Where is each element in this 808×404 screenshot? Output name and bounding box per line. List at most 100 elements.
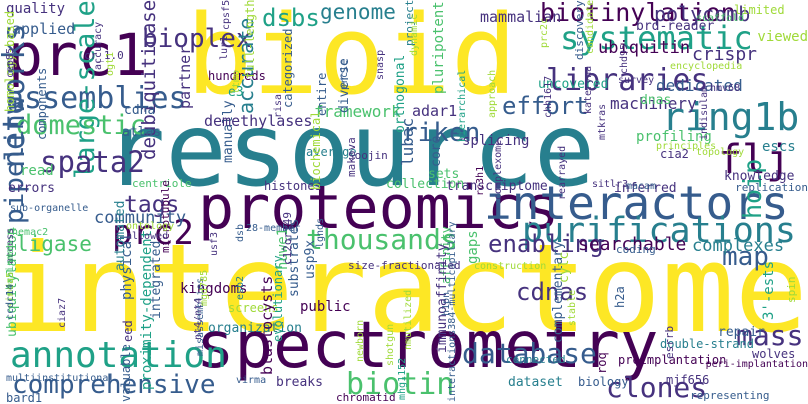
word: assemblies: [6, 81, 187, 116]
word: lur1: [219, 35, 230, 60]
word: chh1617: [543, 75, 554, 118]
word: limited: [734, 3, 785, 17]
word: knowledge: [724, 169, 795, 184]
word: connected: [506, 353, 566, 366]
word: roq: [595, 352, 609, 374]
word: sets: [428, 167, 460, 182]
word: bard1: [6, 391, 43, 404]
word: ccdc14: [5, 283, 16, 320]
word: components: [35, 67, 49, 140]
word: thousands: [306, 223, 458, 256]
word: usf3: [209, 231, 220, 256]
word: ring1b: [662, 95, 800, 139]
word: brd-reader: [636, 19, 715, 34]
word: nt4/nt4: [193, 297, 204, 340]
word: spin: [785, 276, 798, 304]
word: crispr: [692, 44, 758, 65]
word: libraries: [546, 63, 709, 98]
word: 3'-ests: [761, 260, 777, 320]
word: core: [429, 135, 444, 167]
word: mass: [736, 319, 804, 352]
word: lgnds: [315, 217, 326, 248]
word: soojin: [348, 149, 388, 162]
word: splicing: [462, 133, 530, 149]
word: shotgun: [385, 323, 396, 366]
word: peri-implantation: [705, 359, 808, 370]
word: mhg1152: [397, 357, 408, 400]
word: stable: [567, 289, 578, 326]
word: cep85: [5, 47, 16, 78]
word: newborn: [355, 319, 366, 362]
word: valuable: [119, 344, 133, 402]
word: gaps: [465, 230, 481, 264]
word: escs: [762, 139, 796, 155]
word: rearrayed: [557, 145, 568, 200]
word: interactors: [484, 176, 789, 230]
word: complexes: [692, 236, 785, 256]
word: mammalian: [480, 8, 562, 26]
word: proximity-dependent: [139, 229, 155, 390]
word: chromatid: [336, 391, 396, 404]
word: risa: [273, 93, 284, 118]
word: prc1c: [339, 59, 350, 90]
word: cdnas: [516, 278, 589, 306]
word: ligase: [16, 232, 92, 256]
word: interactome: [0, 218, 808, 360]
word: hundreds: [208, 69, 266, 83]
word: errors: [8, 181, 55, 196]
word: prc2c: [539, 17, 550, 48]
word: biotin: [346, 367, 455, 402]
word: polycomb: [654, 2, 751, 26]
word: topology: [696, 147, 745, 158]
word: eed: [121, 320, 135, 342]
word: nmutilized: [403, 289, 414, 350]
word: centriole: [132, 177, 192, 190]
word: spata2: [40, 145, 145, 179]
word: transcriptome: [446, 179, 548, 194]
word: resource: [104, 91, 596, 210]
word: searchable: [578, 234, 687, 255]
word: proteomics: [198, 173, 560, 243]
word: inferred: [614, 181, 677, 196]
word: machinery: [610, 94, 697, 113]
word: preimplantation: [618, 353, 727, 367]
word: pluripotent: [431, 1, 447, 94]
word: annotation: [10, 335, 227, 376]
word: purifications: [522, 211, 796, 251]
word: full-length: [243, 0, 257, 80]
word: principles: [656, 141, 717, 152]
word: viewed: [757, 29, 808, 45]
word: biology: [578, 375, 629, 389]
word: manually: [221, 100, 236, 163]
word: ontology: [126, 221, 175, 232]
word: riken: [402, 118, 481, 148]
word: biotinylation: [540, 0, 736, 27]
word: organization: [208, 321, 302, 336]
word: quality: [6, 1, 66, 17]
word: read: [20, 163, 54, 179]
word: collection: [386, 177, 465, 192]
word: kateryna: [583, 65, 594, 114]
word: coding: [616, 243, 656, 256]
word: framework: [314, 102, 401, 121]
word: dynamic: [409, 13, 420, 56]
word: demethylases: [204, 112, 313, 130]
word: discovery: [573, 0, 586, 60]
word: hierarchical: [457, 69, 468, 142]
word: esb2: [235, 275, 246, 300]
word: prc2: [112, 213, 194, 253]
word: construction: [474, 261, 547, 272]
word: microtubule: [159, 180, 172, 253]
word: h2a: [613, 286, 627, 308]
word: ciaz7: [57, 297, 68, 328]
word: dsb: [235, 223, 246, 242]
word: accuracy: [93, 21, 104, 70]
word: dataset: [508, 375, 563, 390]
word: 28-member: [246, 223, 301, 234]
word: average: [306, 145, 357, 159]
word: breaks: [276, 375, 323, 390]
word: complexome: [493, 139, 504, 200]
word: bioplex: [142, 24, 252, 54]
word: ltmo: [231, 69, 242, 94]
